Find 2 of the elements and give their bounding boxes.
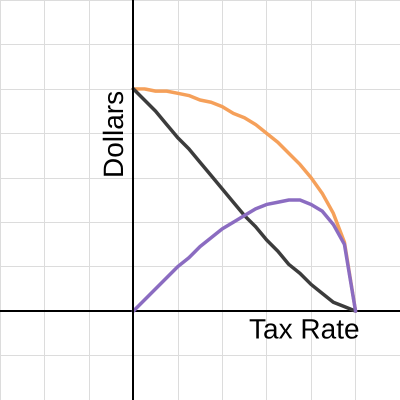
y-axis-title: Dollars: [98, 90, 129, 178]
x-axis-title: Tax Rate: [249, 314, 360, 345]
